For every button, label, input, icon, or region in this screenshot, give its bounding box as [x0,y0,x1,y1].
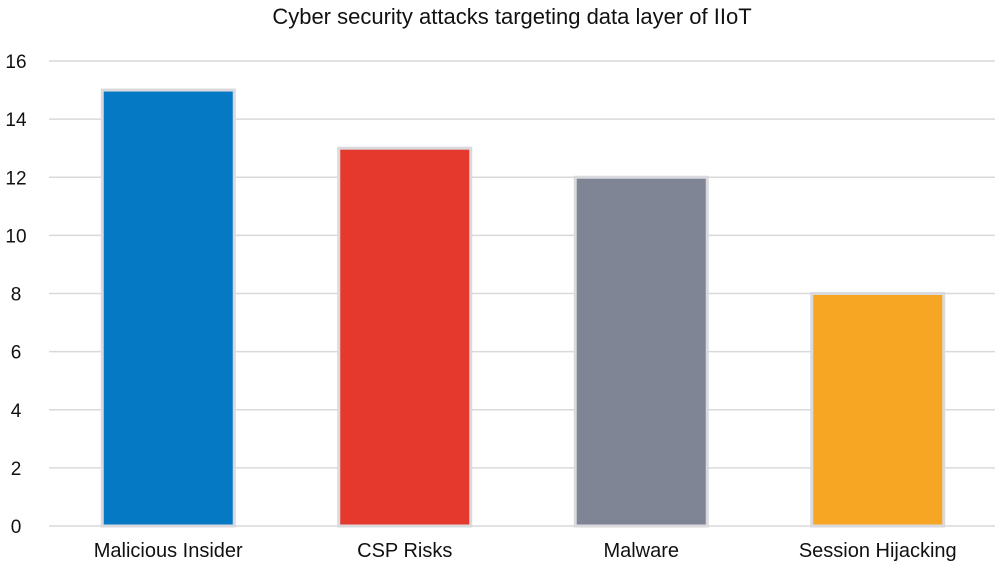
x-tick-label: Session Hijacking [799,540,957,562]
chart-title: Cyber security attacks targeting data la… [272,4,751,29]
bar-csp-risks [337,146,473,528]
bar-malicious-insider [100,88,236,528]
x-tick-label: Malicious Insider [94,540,243,562]
y-tick-label: 8 [11,285,22,306]
y-tick-label: 4 [11,401,22,422]
y-tick-label: 12 [5,168,26,189]
bars [100,88,946,528]
bar-session-hijacking [810,292,946,528]
x-axis-ticks: Malicious Insider CSP Risks Malware Session… [94,540,957,562]
x-tick-label: CSP Risks [357,540,452,562]
bar-malware [573,175,709,528]
x-tick-label: Malware [603,540,679,562]
y-tick-label: 14 [5,110,27,131]
y-tick-label: 2 [11,459,22,480]
y-tick-label: 0 [11,517,22,538]
y-axis-ticks: 0 2 4 6 8 10 12 14 16 [5,52,27,538]
y-tick-label: 16 [5,52,26,73]
y-tick-label: 6 [11,343,22,364]
y-tick-label: 10 [5,226,26,247]
